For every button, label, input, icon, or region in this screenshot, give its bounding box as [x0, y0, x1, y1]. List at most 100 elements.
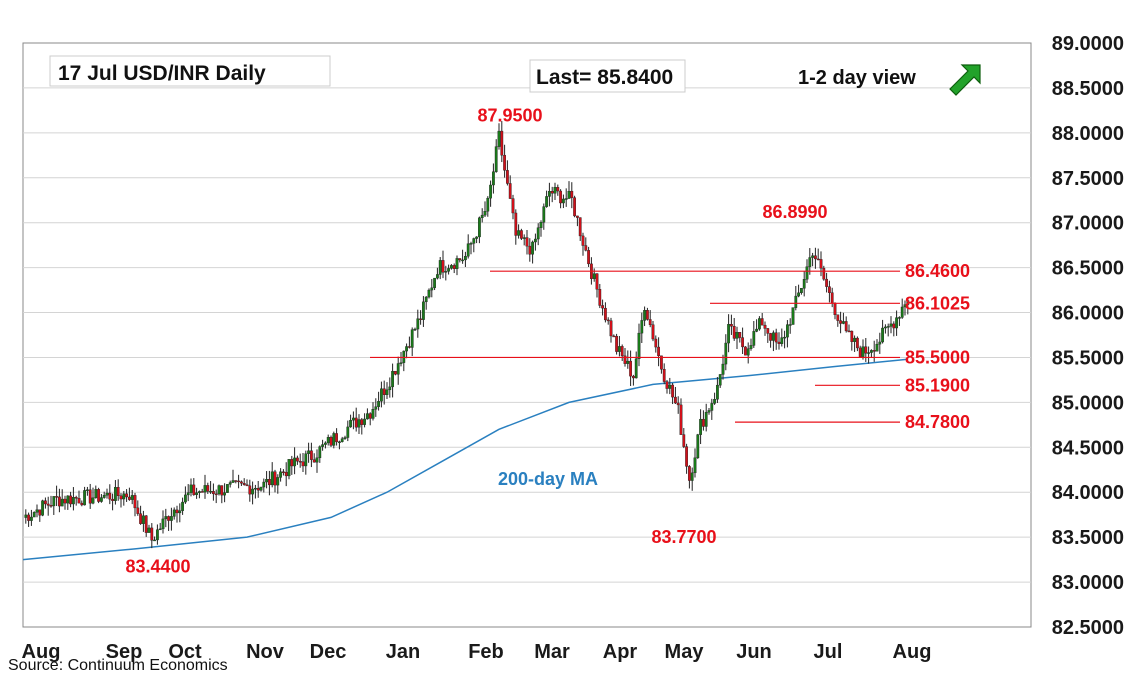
candle-body: [536, 227, 540, 240]
candle-body: [321, 444, 324, 447]
candle-body: [438, 260, 442, 275]
candle-body: [116, 487, 120, 497]
candle-body: [758, 318, 761, 330]
candle-body: [898, 317, 901, 319]
candle-body: [214, 493, 218, 496]
candle-body: [340, 438, 344, 442]
candle-body: [707, 410, 711, 413]
y-tick-label: 88.5000: [1052, 78, 1124, 100]
candle-body: [480, 214, 484, 219]
candle-body: [310, 450, 313, 460]
candle-body: [287, 459, 291, 477]
candle-body: [58, 496, 61, 507]
candle-body: [598, 289, 602, 306]
candle-body: [825, 278, 829, 287]
candle-body: [553, 187, 557, 194]
candle-body: [539, 222, 543, 228]
candle-body: [167, 516, 170, 521]
candle-body: [648, 319, 652, 325]
candle-body: [256, 487, 260, 491]
candle-body: [550, 191, 554, 194]
candle-body: [63, 498, 67, 504]
candle-body: [503, 154, 506, 171]
candle-body: [66, 495, 70, 504]
candle-body: [864, 346, 868, 354]
candle-body: [455, 258, 459, 269]
candle-body: [828, 286, 831, 293]
candle-body: [559, 190, 563, 204]
candle-body: [343, 437, 347, 439]
y-tick-label: 85.0000: [1052, 392, 1124, 414]
candle-body: [127, 496, 131, 500]
candle-body: [895, 317, 899, 329]
candle-body: [632, 375, 635, 379]
candle-body: [732, 326, 736, 339]
candle-body: [500, 130, 504, 156]
price-annotation: 87.9500: [477, 105, 542, 125]
candle-body: [900, 306, 904, 318]
candle-body: [175, 509, 179, 514]
candle-body: [814, 255, 817, 260]
candle-body: [130, 495, 134, 500]
candle-body: [830, 292, 834, 304]
candle-body: [629, 360, 633, 377]
candle-body: [660, 355, 663, 370]
candle-body: [531, 241, 535, 255]
candle-body: [578, 217, 582, 237]
x-tick-label: Jul: [814, 641, 843, 663]
candle-body: [508, 183, 512, 199]
candle-body: [587, 250, 591, 265]
candle-body: [878, 341, 882, 345]
candle-body: [696, 434, 700, 459]
candle-body: [77, 498, 81, 504]
candle-body: [634, 358, 638, 379]
candle-body: [452, 265, 456, 269]
x-tick-label: Sep: [106, 641, 143, 663]
candle-body: [606, 319, 610, 322]
candle-body: [122, 493, 126, 500]
candle-body: [324, 442, 327, 445]
candle-body: [105, 492, 109, 496]
candle-body: [413, 328, 417, 331]
candle-body: [623, 355, 627, 364]
candle-body: [520, 230, 523, 239]
candle-body: [172, 509, 176, 517]
y-tick-label: 86.5000: [1052, 258, 1124, 280]
candle-body: [186, 492, 190, 496]
candle-body: [805, 266, 809, 280]
candle-body: [35, 509, 39, 513]
candle-body: [419, 318, 422, 320]
level-label: 85.1900: [905, 375, 970, 395]
candle-body: [469, 243, 473, 245]
candle-body: [447, 268, 450, 272]
candle-body: [408, 346, 411, 348]
candle-body: [203, 485, 207, 493]
candle-body: [604, 307, 607, 321]
candle-body: [564, 198, 568, 200]
candle-body: [651, 324, 655, 340]
candle-body: [282, 471, 285, 473]
price-annotations: 87.9500 86.8990 83.7700 83.4400: [125, 105, 827, 576]
candle-body: [786, 324, 789, 338]
x-tick-label: Nov: [246, 641, 285, 663]
candle-body: [318, 446, 322, 459]
x-tick-label: Apr: [603, 641, 638, 663]
candle-body: [545, 196, 549, 207]
candle-body: [410, 329, 414, 348]
candle-body: [133, 495, 137, 509]
candle-body: [80, 502, 84, 506]
candle-body: [802, 279, 806, 289]
candle-body: [119, 495, 123, 500]
candle-body: [567, 190, 571, 199]
candle-body: [315, 457, 319, 463]
candle-body: [144, 515, 148, 533]
candle-body: [259, 486, 263, 491]
candle-body: [237, 480, 240, 483]
candle-body: [646, 310, 649, 320]
candle-body: [141, 515, 145, 524]
x-tick-label: Oct: [168, 641, 202, 663]
candle-body: [234, 480, 238, 482]
x-tick-label: Mar: [534, 641, 570, 663]
candle-body: [46, 503, 50, 506]
candle-body: [223, 492, 226, 496]
